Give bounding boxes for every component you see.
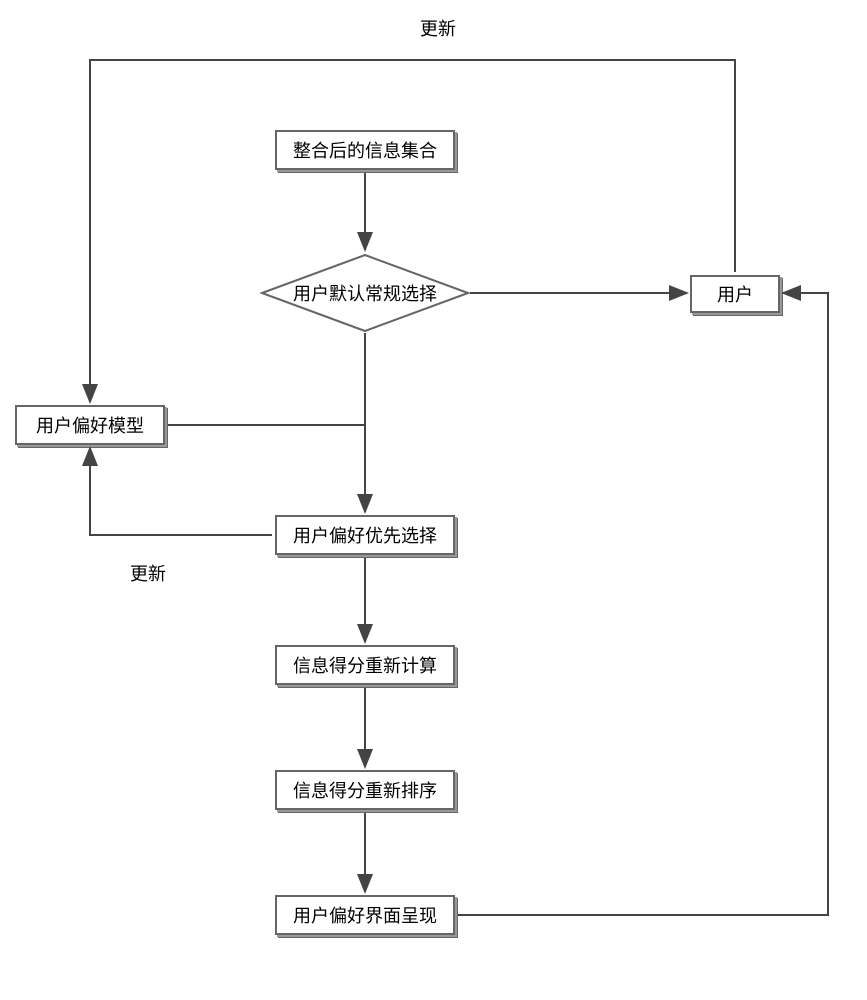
node-score-resort: 信息得分重新排序 [275,770,455,810]
node-ui-present: 用户偏好界面呈现 [275,895,455,935]
node-default-selection: 用户默认常规选择 [260,253,470,333]
node-label: 用户默认常规选择 [293,280,437,306]
node-preference-model: 用户偏好模型 [15,405,165,445]
label-update-top: 更新 [420,15,456,41]
node-label: 用户 [717,281,753,307]
node-user: 用户 [690,275,780,313]
node-preference-priority: 用户偏好优先选择 [275,515,455,555]
node-label: 整合后的信息集合 [293,137,437,163]
node-label: 信息得分重新计算 [293,652,437,678]
node-score-recalc: 信息得分重新计算 [275,645,455,685]
node-label: 用户偏好模型 [36,412,144,438]
label-update-left: 更新 [130,560,166,586]
node-label: 用户偏好优先选择 [293,522,437,548]
node-integrated-info: 整合后的信息集合 [275,130,455,170]
node-label: 信息得分重新排序 [293,777,437,803]
node-label: 用户偏好界面呈现 [293,902,437,928]
